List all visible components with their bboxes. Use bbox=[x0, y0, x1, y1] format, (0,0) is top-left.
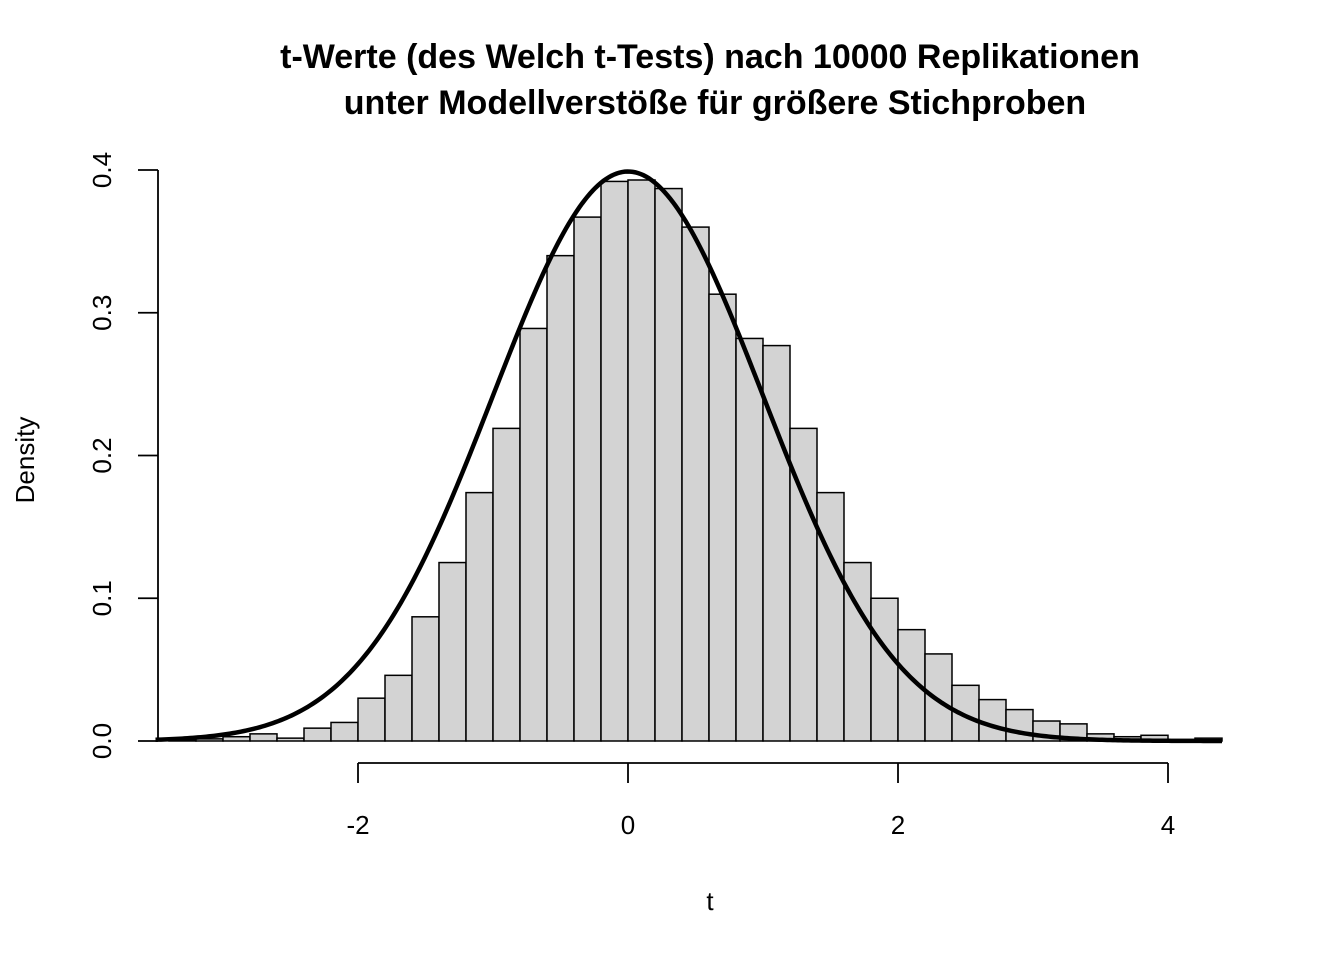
histogram-bar bbox=[978, 698, 1007, 742]
histogram-bar bbox=[546, 254, 575, 742]
x-tick-label: 0 bbox=[621, 810, 635, 840]
y-axis-label: Density bbox=[10, 417, 40, 504]
histogram-bars bbox=[168, 179, 1223, 742]
histogram-bar bbox=[276, 737, 305, 742]
histogram-bar bbox=[681, 226, 710, 742]
histogram-bar bbox=[708, 293, 737, 742]
y-tick-label: 0.1 bbox=[87, 580, 117, 616]
histogram-bar bbox=[600, 180, 629, 742]
histogram-bar bbox=[492, 427, 521, 742]
x-tick-label: 2 bbox=[891, 810, 905, 840]
chart-title-line-1: t-Werte (des Welch t-Tests) nach 10000 R… bbox=[280, 38, 1140, 76]
histogram-bar bbox=[357, 697, 386, 742]
histogram-bar bbox=[384, 674, 413, 742]
y-tick-label: 0.4 bbox=[87, 152, 117, 188]
histogram-bar bbox=[924, 653, 953, 742]
histogram-bar bbox=[249, 733, 278, 742]
y-tick-label: 0.0 bbox=[87, 723, 117, 759]
histogram-bar bbox=[303, 727, 332, 742]
histogram-bar bbox=[870, 597, 899, 742]
chart-title-line-2: unter Modellverstöße für größere Stichpr… bbox=[344, 84, 1086, 122]
y-tick-label: 0.2 bbox=[87, 437, 117, 473]
x-axis-label: t bbox=[706, 886, 714, 916]
histogram-bar bbox=[816, 491, 845, 742]
histogram-bar bbox=[654, 187, 683, 742]
histogram-bar bbox=[411, 616, 440, 742]
histogram-bar bbox=[627, 179, 656, 742]
histogram-bar bbox=[735, 337, 764, 742]
histogram-bar bbox=[438, 561, 467, 742]
normal-density-curve bbox=[155, 169, 1222, 744]
x-tick-label: -2 bbox=[346, 810, 369, 840]
y-axis: 0.0 0.1 0.2 0.3 0.4 bbox=[87, 152, 159, 759]
x-tick-label: 4 bbox=[1161, 810, 1175, 840]
histogram-bar bbox=[222, 735, 251, 742]
y-tick-label: 0.3 bbox=[87, 295, 117, 331]
x-axis: -2 0 2 4 bbox=[346, 762, 1175, 840]
histogram-bar bbox=[465, 491, 494, 742]
histogram-bar bbox=[1005, 708, 1034, 742]
histogram-bar bbox=[573, 216, 602, 742]
histogram-bar bbox=[330, 721, 359, 742]
histogram-bar bbox=[519, 327, 548, 742]
